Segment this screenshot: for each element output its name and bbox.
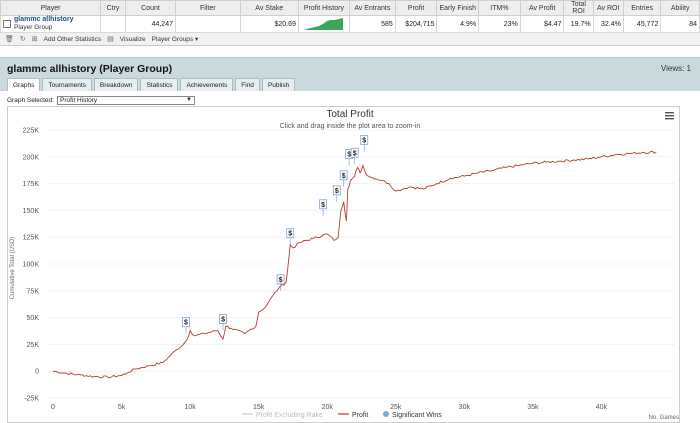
significant-win-marker[interactable]: $ (286, 228, 295, 245)
menu-icon[interactable] (665, 112, 674, 120)
player-type: Player Group (14, 24, 53, 31)
count-cell: 44,247 (125, 15, 176, 33)
tab-publish[interactable]: Publish (261, 78, 296, 91)
significant-win-marker[interactable]: $ (219, 314, 227, 331)
col-profit-history[interactable]: Profit History (297, 0, 350, 16)
refresh-icon[interactable]: ↻ (19, 36, 26, 43)
svg-text:$: $ (353, 150, 357, 157)
col-ctry[interactable]: Ctry (100, 0, 126, 16)
legend-profit[interactable]: Profit (352, 412, 368, 419)
svg-text:$: $ (279, 277, 283, 284)
tab-find[interactable]: Find (235, 78, 260, 91)
av-profit-cell: $4.47 (519, 15, 565, 33)
legend-significant-wins[interactable]: Significant Wins (392, 412, 442, 419)
player-groups-dropdown[interactable]: Player Groups ▾ (152, 35, 199, 43)
col-total-roi[interactable]: Total ROI (563, 0, 594, 16)
av-roi-cell: 32.4% (592, 15, 624, 33)
chevron-down-icon: ▼ (186, 97, 192, 103)
tab-achievements[interactable]: Achievements (180, 78, 234, 91)
views-count: Views: 1 (660, 64, 691, 73)
svg-text:$: $ (347, 151, 351, 158)
col-av-entrants[interactable]: Av Entrants (348, 0, 396, 16)
profit-cell: $204,715 (394, 15, 438, 33)
ability-cell: 84 (660, 15, 700, 33)
visualize-icon[interactable]: ▤ (107, 36, 114, 43)
panel-header: glammc allhistory (Player Group) Views: … (0, 58, 700, 91)
significant-win-marker[interactable]: $ (360, 135, 369, 152)
significant-win-marker[interactable]: $ (276, 274, 285, 291)
significant-win-marker[interactable]: $ (319, 199, 328, 216)
svg-text:$: $ (342, 173, 346, 180)
col-entries[interactable]: Entries (622, 0, 662, 16)
significant-win-marker[interactable]: $ (350, 147, 359, 165)
row-checkbox[interactable] (3, 20, 11, 28)
col-filter[interactable]: Filter (175, 0, 241, 16)
spacer (0, 46, 700, 57)
add-other-statistics-button[interactable]: Add Other Statistics (43, 35, 102, 43)
entries-cell: 45,772 (622, 15, 662, 33)
profit-sparkline (302, 17, 343, 30)
player-detail-panel: glammc allhistory (Player Group) Views: … (0, 57, 700, 423)
svg-text:$: $ (335, 188, 339, 195)
add-icon[interactable]: ⊞ (31, 36, 38, 43)
early-finish-cell: 4.9% (436, 15, 480, 33)
legend-profit-excl-rake[interactable]: Profit Excluding Rake (256, 412, 323, 419)
itm-cell: 23% (478, 15, 521, 33)
visualize-button[interactable]: Visualize (119, 35, 146, 43)
col-av-stake[interactable]: Av Stake (239, 0, 299, 16)
col-player[interactable]: Player (0, 0, 101, 16)
player-cell: glammc allhistory Player Group (0, 15, 101, 33)
player-name-link[interactable]: glammc allhistory (14, 16, 74, 23)
av-entrants-cell: 585 (348, 15, 396, 33)
svg-text:$: $ (321, 202, 325, 209)
profit-history-cell (297, 15, 350, 33)
table-toolbar: 🗑 ↻ ⊞ Add Other Statistics ▤ Visualize P… (0, 33, 700, 46)
svg-text:$: $ (221, 316, 225, 323)
graph-select-value: Profit History (59, 97, 98, 104)
tab-graphs[interactable]: Graphs (7, 78, 41, 91)
delete-icon[interactable]: 🗑 (5, 36, 14, 43)
chevron-down-icon: ▾ (194, 36, 199, 43)
table-row[interactable]: glammc allhistory Player Group 44,247 $2… (0, 15, 700, 33)
ctry-cell (100, 15, 126, 33)
col-count[interactable]: Count (125, 0, 176, 16)
total-roi-cell: 19.7% (563, 15, 594, 33)
col-av-roi[interactable]: Av ROI (592, 0, 624, 16)
col-ability[interactable]: Ability (660, 0, 700, 16)
tab-statistics[interactable]: Statistics (140, 78, 179, 91)
filter-cell (175, 15, 241, 33)
col-profit[interactable]: Profit (394, 0, 438, 16)
av-stake-cell: $20.69 (239, 15, 299, 33)
graph-select-row: Graph Selected: Profit History ▼ (7, 96, 195, 105)
significant-win-marker[interactable]: $ (339, 170, 348, 187)
chart-container (7, 106, 680, 423)
graph-selected-label: Graph Selected: (7, 97, 54, 104)
tab-breakdown[interactable]: Breakdown (93, 78, 139, 91)
svg-text:$: $ (362, 137, 366, 144)
graph-select[interactable]: Profit History ▼ (56, 96, 195, 105)
col-av-profit[interactable]: Av Profit (519, 0, 565, 16)
svg-text:$: $ (288, 231, 292, 238)
col-itm[interactable]: ITM% (478, 0, 521, 16)
tab-tournaments[interactable]: Tournaments (42, 78, 92, 91)
panel-tabs: Graphs Tournaments Breakdown Statistics … (7, 78, 296, 91)
significant-win-marker[interactable]: $ (182, 317, 190, 334)
significant-win-marker[interactable]: $ (332, 185, 341, 202)
col-early-finish[interactable]: Early Finish (436, 0, 480, 16)
svg-text:$: $ (184, 320, 188, 327)
player-groups-label: Player Groups (151, 36, 194, 43)
panel-title: glammc allhistory (Player Group) (7, 63, 173, 75)
player-stats-table: Player Ctry Count Filter Av Stake Profit… (0, 0, 700, 33)
